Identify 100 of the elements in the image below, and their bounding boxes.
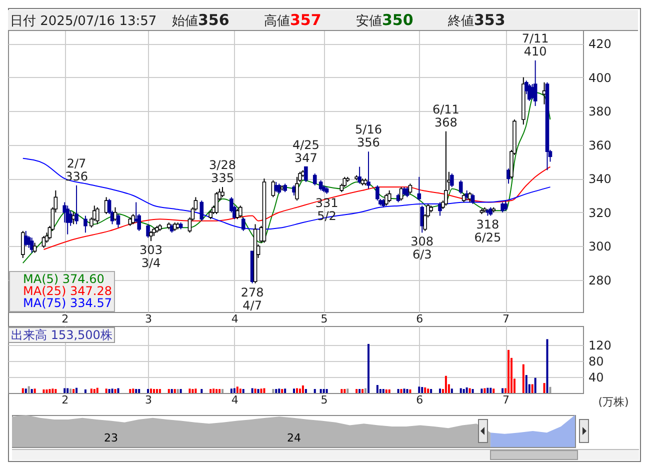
candlestick (450, 173, 454, 188)
annotation: 出来高 153,500株 (8, 327, 116, 343)
y-axis-title: (万株) (598, 396, 629, 408)
bar (466, 387, 468, 393)
bar (66, 388, 69, 393)
bar (108, 389, 110, 393)
x-tick-label: 24 (287, 432, 301, 444)
y-tick-label: 80 (588, 354, 604, 369)
bar (188, 388, 191, 393)
y-tick-label: 340 (588, 172, 612, 186)
bar (52, 388, 54, 393)
annotation: 308 6/3 (410, 234, 434, 262)
candlestick (68, 210, 72, 226)
bar (427, 388, 430, 393)
x-tick-label: 23 (104, 432, 118, 444)
candlestick (116, 214, 120, 228)
candlestick (30, 237, 34, 254)
y-tick-label: 120 (588, 338, 612, 353)
candlestick (32, 242, 37, 254)
bar (170, 389, 173, 393)
bar (64, 388, 66, 393)
text: MA(75) 334.57 (23, 296, 112, 310)
candlestick (408, 183, 412, 194)
bar (22, 388, 24, 393)
candlestick (200, 200, 204, 222)
bar (212, 388, 215, 393)
candlestick (384, 193, 388, 206)
annotation: 7/11 410 (522, 31, 549, 58)
bar (76, 388, 78, 393)
bar (302, 385, 304, 393)
x-tick-label: 2 (62, 312, 69, 326)
y-tick-label: 360 (588, 138, 612, 152)
bar (132, 388, 134, 393)
bar (379, 389, 382, 393)
bar (492, 388, 495, 393)
bar (129, 389, 132, 393)
bar (239, 388, 242, 393)
bar (150, 388, 152, 393)
text: MA(25) 347.28 (23, 284, 112, 298)
bar (549, 386, 552, 393)
bar (367, 344, 370, 393)
candlestick (146, 224, 150, 238)
bar (158, 389, 161, 393)
x-tick-label: 4 (231, 394, 238, 406)
bar (362, 389, 364, 393)
text: 終値353 (448, 11, 506, 31)
x-tick-label: 4 (231, 312, 238, 326)
x-tick-label: 2 (62, 394, 69, 406)
candlestick (342, 176, 347, 188)
candlestick (149, 230, 153, 242)
bar (296, 388, 298, 393)
annotation: 318 6/25 (474, 218, 502, 245)
candlestick (533, 60, 538, 106)
bar (242, 389, 244, 393)
bar (418, 386, 420, 393)
bar (176, 389, 179, 393)
bar (525, 375, 528, 393)
bar (152, 389, 155, 393)
bar (156, 389, 158, 393)
bar (490, 388, 492, 393)
bar (284, 388, 286, 393)
bar (30, 389, 33, 393)
chart-title: 日付 2025/07/16 13:57 (9, 13, 158, 31)
bar (210, 389, 212, 393)
bar (293, 388, 296, 393)
bar (216, 389, 218, 393)
bar (138, 389, 140, 393)
candlestick (66, 205, 70, 235)
bar (438, 388, 441, 393)
bar (72, 389, 75, 393)
y-tick-label: 320 (588, 206, 612, 220)
bar (462, 389, 465, 393)
candlestick (458, 180, 463, 194)
bar (508, 350, 510, 393)
y-tick-label: 400 (588, 70, 612, 85)
annotation: 303 3/4 (140, 243, 162, 270)
candlestick (438, 202, 442, 216)
y-tick-label: 420 (588, 37, 612, 52)
bar (406, 389, 408, 393)
x-tick-label: 7 (502, 394, 510, 406)
annotation: 2/7 336 (65, 156, 88, 184)
bar (281, 389, 284, 393)
bar (382, 389, 384, 393)
text: 安値350 (356, 11, 414, 31)
bar (200, 389, 203, 393)
x-tick-label: 5 (320, 312, 328, 326)
bar (484, 388, 486, 393)
bar (480, 388, 483, 393)
candlestick (238, 205, 242, 218)
text: 高値357 (264, 11, 322, 31)
bar (358, 389, 361, 393)
x-tick-label: 7 (502, 312, 510, 326)
candlestick (84, 215, 88, 234)
candlestick (470, 193, 475, 204)
bar (147, 389, 150, 393)
candlestick (277, 183, 282, 194)
candlestick (295, 176, 299, 202)
bar (233, 388, 236, 393)
bar (326, 389, 328, 393)
candlestick (420, 205, 424, 234)
